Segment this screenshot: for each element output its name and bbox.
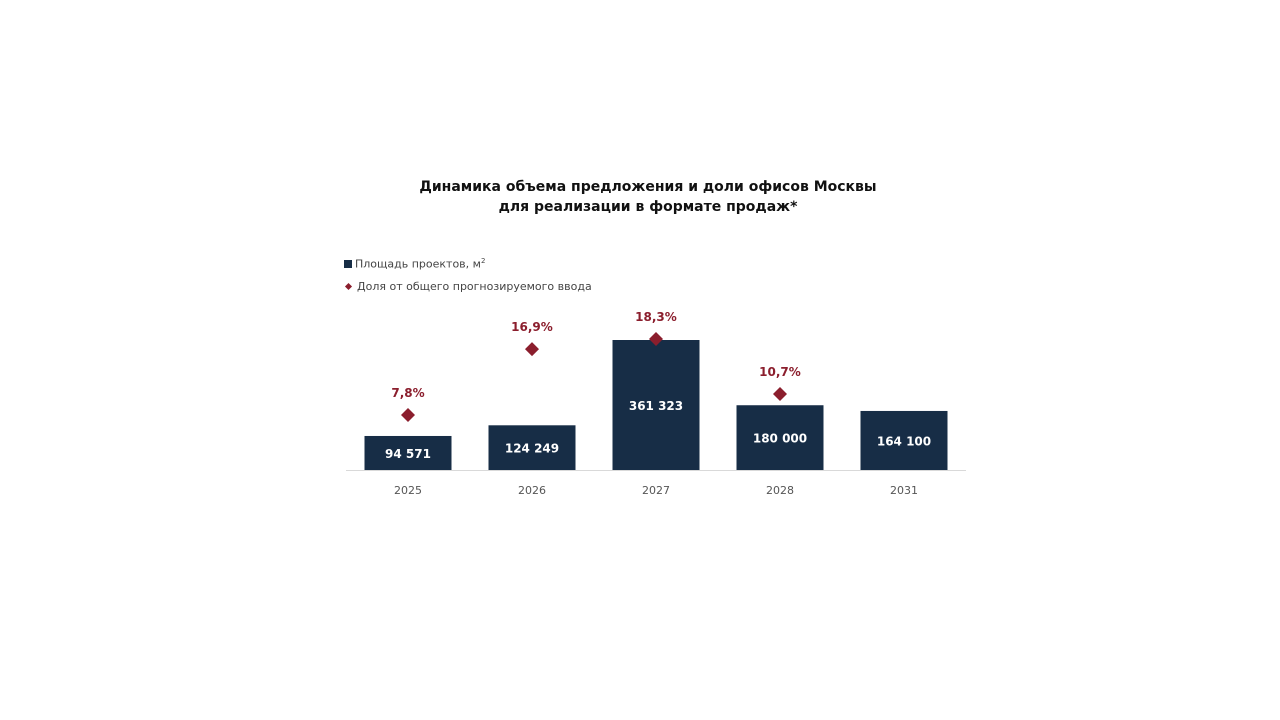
share-marker-2026 bbox=[525, 342, 539, 357]
share-marker-2027 bbox=[649, 332, 663, 346]
chart-title-line-1: Динамика объема предложения и доли офисо… bbox=[419, 179, 877, 195]
legend-share-label: Доля от общего прогнозируемого ввода bbox=[357, 279, 592, 293]
x-tick-label-2025: 2025 bbox=[394, 484, 422, 497]
bar-2028 bbox=[736, 405, 824, 470]
chart-title-line-2: для реализации в формате продаж* bbox=[498, 199, 798, 215]
share-value-label-2025: 7,8% bbox=[391, 386, 424, 400]
share-value-label-2027: 18,3% bbox=[635, 310, 677, 324]
bar-2031 bbox=[860, 410, 948, 470]
bar-value-label-2031: 164 100 bbox=[877, 434, 931, 448]
x-tick-label-2027: 2027 bbox=[642, 484, 670, 497]
share-marker-2025 bbox=[401, 408, 415, 422]
legend-item-area: Площадь проектов, м2 bbox=[344, 255, 592, 273]
legend-bar-swatch bbox=[344, 260, 352, 268]
chart-title: Динамика объема предложения и доли офисо… bbox=[348, 177, 948, 217]
bar-value-label-2025: 94 571 bbox=[385, 447, 431, 461]
legend-area-text: Площадь проектов, м2 bbox=[355, 257, 485, 271]
share-marker-2028 bbox=[773, 387, 787, 402]
bar-value-label-2027: 361 323 bbox=[629, 399, 683, 413]
share-value-label-2028: 10,7% bbox=[759, 365, 801, 379]
bar-value-label-2028: 180 000 bbox=[753, 432, 807, 446]
legend-item-share: Доля от общего прогнозируемого ввода bbox=[344, 277, 592, 295]
x-tick-label-2028: 2028 bbox=[766, 484, 794, 497]
bar-2026 bbox=[488, 425, 576, 470]
x-tick-label-2031: 2031 bbox=[890, 484, 918, 497]
chart-legend: Площадь проектов, м2 Доля от общего прог… bbox=[344, 255, 592, 299]
share-value-label-2026: 16,9% bbox=[511, 320, 553, 334]
legend-area-unit-sup: 2 bbox=[480, 257, 486, 266]
bar-value-label-2026: 124 249 bbox=[505, 442, 559, 456]
bar-2025 bbox=[364, 435, 452, 470]
legend-area-label: Площадь проектов, м bbox=[355, 257, 481, 271]
bar-2027 bbox=[612, 340, 700, 470]
x-tick-label-2026: 2026 bbox=[518, 484, 546, 497]
